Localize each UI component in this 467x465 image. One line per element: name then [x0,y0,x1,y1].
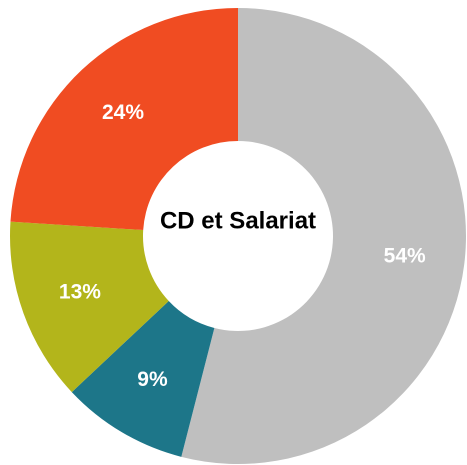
donut-segment [181,8,466,464]
donut-segment [9,221,169,393]
chart-title: CD et Salariat [160,207,316,234]
donut-segment [10,8,239,231]
data-label: 9% [137,368,168,391]
data-label: 54% [384,245,426,268]
data-label: 24% [102,101,144,124]
data-label: 13% [59,280,101,303]
donut-segment [71,301,215,457]
